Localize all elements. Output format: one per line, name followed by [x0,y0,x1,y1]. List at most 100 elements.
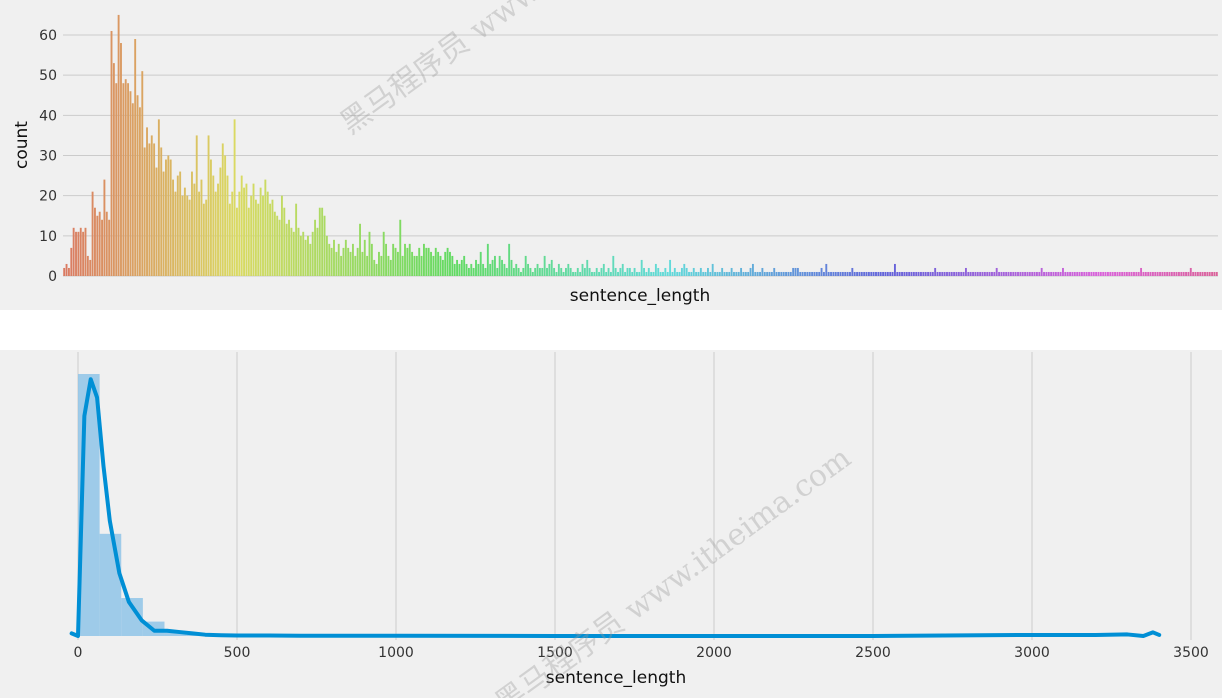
bar [169,159,172,276]
bar [453,263,456,276]
bar [366,255,369,276]
bar [941,271,944,276]
bar [721,267,724,276]
bar [148,143,151,276]
bar [524,255,527,276]
bar [621,263,624,276]
bar [612,255,615,276]
bar [422,243,425,276]
bar [103,179,106,276]
bar-chart-bars [63,14,1218,277]
bar [839,271,842,276]
bar [1168,271,1171,276]
bar [520,271,522,276]
bar [86,255,89,276]
bar [785,271,787,276]
bar [193,183,196,276]
bar [763,271,766,276]
bar [1173,271,1176,276]
bar [964,267,967,276]
bar [501,259,503,276]
bar [262,195,264,276]
bar [254,199,257,276]
bar [150,135,153,276]
bar [1045,271,1048,276]
bar [1133,271,1135,276]
bar [1000,271,1003,276]
bar [404,243,406,276]
bar [607,267,610,276]
bar [792,267,795,276]
bar [1043,271,1045,276]
bar [1192,271,1195,276]
bar [1033,271,1036,276]
bar [988,271,991,276]
bar [614,267,617,276]
bar [908,271,911,276]
bar [865,271,868,276]
bar [678,271,681,276]
bar [567,263,570,276]
bar [853,271,856,276]
bar [1085,271,1088,276]
bar-chart-x-axis-label: sentence_length [570,286,710,306]
bar [1050,271,1053,276]
bar [893,263,896,276]
bar [875,271,877,276]
bar [915,271,918,276]
bar [759,271,761,276]
bar [259,187,262,276]
bar-chart-y-tick-label: 30 [39,149,57,165]
bar [493,255,496,276]
bar [1080,271,1083,276]
bar [1166,271,1169,276]
bar [127,83,130,276]
bar [394,247,397,276]
bar [1064,271,1067,276]
bar [1154,271,1157,276]
bar [1052,271,1055,276]
bar [82,231,85,276]
bar [307,235,309,276]
bar [922,271,925,276]
bar [271,199,274,276]
bar [325,235,328,276]
bar [467,267,470,276]
bar [730,267,733,276]
bar [754,271,757,276]
bar [444,251,447,276]
bar [1031,271,1034,276]
bar [979,271,982,276]
bar [221,143,224,276]
kde-line [69,377,1162,638]
bar [295,203,298,276]
bar [1128,271,1131,276]
bar [406,247,409,276]
bar [297,227,300,276]
bar [860,271,863,276]
bar [155,167,158,276]
bar [664,267,667,276]
bar [117,14,120,276]
bar [969,271,972,276]
bar [217,183,219,276]
bar [957,271,960,276]
bar [688,271,690,276]
bar [399,219,402,276]
bar [546,267,548,276]
bar [825,263,828,276]
bar [349,251,352,276]
bar [522,267,525,276]
bar [129,91,132,276]
distribution-kde-line [69,377,1162,638]
bar [1125,271,1128,276]
bar [515,263,518,276]
bar [591,271,593,276]
bar [240,175,243,276]
distribution-x-tick-label: 2500 [855,645,891,661]
bar [962,271,965,276]
bar [278,219,281,276]
bar [489,263,492,276]
bar [1095,271,1098,276]
bar [191,171,193,276]
